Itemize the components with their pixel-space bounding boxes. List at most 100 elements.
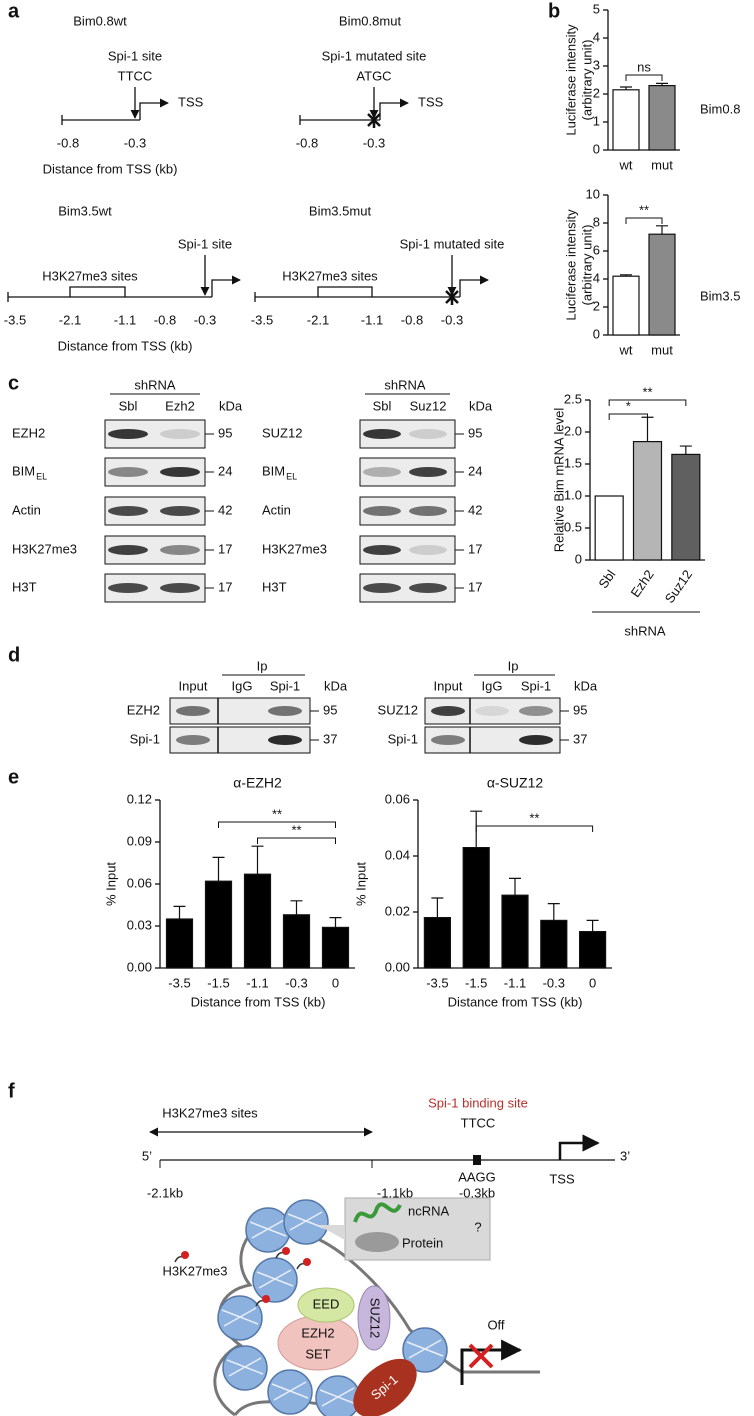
error-bar <box>329 917 342 928</box>
row-label: Spi-1 <box>130 731 160 746</box>
panel-label: f <box>8 1080 15 1102</box>
row-label: Spi-1 <box>388 731 418 746</box>
region-label: H3K27me3 sites <box>42 268 138 283</box>
construct-title: Bim0.8mut <box>339 13 402 28</box>
y-tick-label: 0.5 <box>564 519 582 534</box>
band <box>363 506 401 516</box>
nucleosome-dna <box>287 1211 325 1231</box>
nucleosome-dna <box>226 1357 264 1377</box>
bar <box>612 275 640 336</box>
lane-label: Suz12 <box>410 398 447 413</box>
nucleosome-dna <box>221 1307 259 1327</box>
y-tick-label: 0.06 <box>127 875 152 890</box>
band <box>409 545 447 555</box>
position-label: -0.3 <box>124 135 146 150</box>
bar <box>204 880 233 969</box>
x-tick-label: -1.5 <box>465 975 487 990</box>
band <box>475 706 509 716</box>
y-tick-label: 2 <box>593 85 600 100</box>
suz12-label: SUZ12 <box>368 1298 383 1338</box>
error-bar <box>656 82 668 86</box>
band <box>160 429 200 439</box>
nucleosome <box>222 1345 268 1391</box>
nucleosome <box>402 1327 448 1373</box>
position-label: -1.1 <box>114 312 136 327</box>
nucleosome <box>267 1369 313 1415</box>
kda-value: 17 <box>468 541 482 556</box>
chart-title: α-EZH2 <box>233 775 282 791</box>
error-bar <box>679 445 692 455</box>
row-label: SUZ12 <box>262 425 302 440</box>
nucleosome-dna <box>406 1339 444 1359</box>
kda-value: 24 <box>218 463 232 478</box>
position-label: -0.3 <box>363 135 385 150</box>
x-tick-label: -1.1 <box>504 975 526 990</box>
position-label: -0.8 <box>57 135 79 150</box>
y-tick-label: 0.04 <box>385 847 410 862</box>
significance-bracket <box>608 399 687 406</box>
bar <box>423 916 451 969</box>
band <box>108 506 148 516</box>
eed-shape <box>297 1287 355 1323</box>
kda-value: 24 <box>468 463 482 478</box>
site-sequence: TTCC <box>118 68 153 83</box>
x-tick-label: mut <box>651 342 673 357</box>
nucleosome-dna <box>249 1219 287 1239</box>
row-label: H3T <box>12 579 37 594</box>
band <box>409 506 447 516</box>
strand-label: 3’ <box>620 1148 630 1163</box>
nucleosome <box>217 1295 263 1341</box>
significance-label: ns <box>637 59 651 74</box>
band <box>431 706 465 716</box>
position-label: -0.3 <box>441 312 463 327</box>
x-tick-label: 0 <box>589 975 596 990</box>
significance-label: ** <box>272 806 282 821</box>
error-bar <box>547 903 560 921</box>
position-label: -2.1 <box>59 312 81 327</box>
unit-label: kDa <box>219 398 243 413</box>
site-label: Spi-1 mutated site <box>322 48 427 63</box>
significance-bracket <box>625 217 663 224</box>
set-label: SET <box>305 1346 330 1361</box>
y-tick-label: 0.00 <box>385 959 410 974</box>
ezh2-shape <box>277 1315 359 1371</box>
site-position: -0.3kb <box>459 1185 495 1200</box>
y-tick-label: 0.02 <box>385 903 410 918</box>
position-label: -0.8 <box>401 312 423 327</box>
y-axis-label: (arbitrary unit) <box>579 40 594 121</box>
region-bracket <box>317 286 373 297</box>
tss-arrow <box>558 1134 600 1160</box>
ncrna <box>353 1202 402 1223</box>
error-bar <box>431 897 444 918</box>
x-tick-label: mut <box>651 157 673 172</box>
band <box>176 706 210 716</box>
tss-label: TSS <box>549 1171 575 1186</box>
y-tick-label: 0.03 <box>127 917 152 932</box>
error-bar <box>656 225 668 235</box>
bar <box>648 84 676 151</box>
y-axis-label: Relative Bim mRNA level <box>551 408 566 553</box>
site-sequence: TTCC <box>461 1115 496 1130</box>
panel-label: c <box>8 372 19 394</box>
bar <box>671 453 701 561</box>
x-axis-label: shRNA <box>624 623 666 638</box>
position-label: -2.1 <box>307 312 329 327</box>
kda-value: 95 <box>218 425 232 440</box>
kda-value: 17 <box>218 541 232 556</box>
y-axis-label: Luciferase intensity <box>563 24 578 136</box>
nucleosome <box>245 1207 291 1253</box>
lane-label: Spi-1 <box>270 678 300 693</box>
y-tick-label: 5 <box>593 1 600 16</box>
row-label: Actin <box>262 502 291 517</box>
lane-label: Input <box>179 678 208 693</box>
state-label: Off <box>487 1317 504 1332</box>
row-label-subscript: EL <box>286 471 297 481</box>
error-bar <box>251 845 264 875</box>
significance-bracket <box>475 825 594 832</box>
mark-label: H3K27me3 <box>162 1263 227 1278</box>
region-label: H3K27me3 sites <box>162 1105 258 1120</box>
position-label: -3.5 <box>4 312 26 327</box>
tss-arrow <box>460 1339 523 1385</box>
y-tick-label: 2 <box>593 298 600 313</box>
row-label: BIM <box>262 463 285 478</box>
